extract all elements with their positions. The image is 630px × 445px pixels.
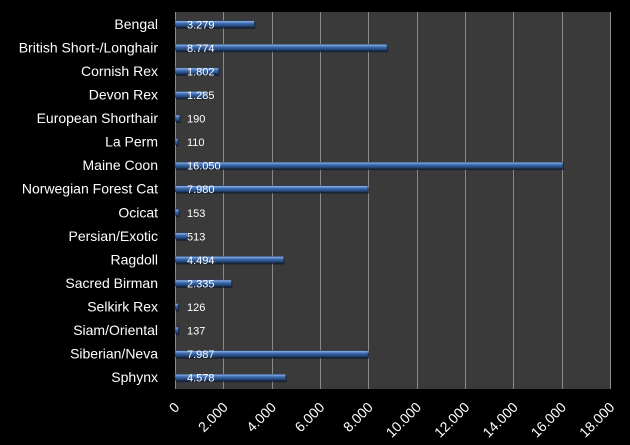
data-label: 137: [187, 326, 205, 338]
bar: [174, 232, 188, 240]
data-labels: 3.279 8.774 1.802 1.285 190 110 16.050 7.980 153…: [187, 19, 221, 384]
bar: [174, 303, 179, 310]
category-label: Sacred Birman: [65, 275, 158, 291]
bar: [174, 114, 180, 122]
category-label: British Short-/Longhair: [19, 39, 159, 55]
category-label: Norwegian Forest Cat: [22, 181, 158, 197]
category-label: Selkirk Rex: [87, 299, 158, 315]
data-label: 1.802: [187, 66, 215, 78]
data-label: 2.335: [187, 278, 215, 290]
x-tick-label: 14.000: [479, 399, 521, 440]
data-label: 7.987: [187, 349, 215, 361]
category-label: Ragdoll: [111, 251, 158, 267]
data-label: 16.050: [187, 161, 221, 173]
plot-area: [175, 12, 610, 389]
x-tick-label: 8.000: [340, 399, 376, 435]
bar: [174, 185, 369, 192]
x-tick-label: 16.000: [528, 399, 570, 440]
data-label: 190: [187, 114, 205, 126]
category-label: Sphynx: [111, 369, 158, 385]
data-label: 4.494: [187, 255, 215, 267]
bar: [174, 209, 179, 216]
bar: [174, 67, 219, 75]
x-tick-label: 2.000: [195, 399, 231, 435]
bar: [174, 326, 179, 334]
data-label: 3.279: [187, 19, 215, 31]
data-label: 7.980: [187, 184, 215, 196]
category-label: Persian/Exotic: [69, 228, 158, 244]
data-label: 126: [187, 302, 205, 314]
bar: [174, 138, 178, 145]
bar: [174, 20, 255, 28]
category-label: La Perm: [105, 134, 158, 150]
data-label: 513: [187, 231, 205, 243]
category-label: Bengal: [114, 16, 158, 32]
data-label: 1.285: [187, 90, 215, 102]
category-label: Ocicat: [118, 204, 158, 220]
x-tick-label: 10.000: [383, 399, 425, 440]
category-label: Cornish Rex: [81, 63, 158, 79]
x-tick-label: 18.000: [576, 399, 618, 440]
bar: [174, 91, 207, 98]
bar: [174, 44, 388, 51]
bar: [174, 373, 286, 381]
category-label: Maine Coon: [83, 157, 159, 173]
x-tick-label: 0: [166, 399, 183, 416]
bar: [174, 161, 564, 169]
category-label: Siberian/Neva: [70, 346, 158, 362]
category-labels: Bengal British Short-/Longhair Cornish Rex…: [19, 16, 159, 385]
bar: [174, 350, 369, 357]
bar: [174, 256, 284, 263]
category-label: Siam/Oriental: [73, 322, 158, 338]
x-tick-label: 4.000: [243, 399, 279, 435]
data-label: 4.578: [187, 373, 215, 385]
x-tick-label: 12.000: [431, 399, 473, 440]
bars: [174, 20, 564, 383]
data-label: 8.774: [187, 43, 215, 55]
x-axis-tick-labels: 0 2.000 4.000 6.000 8.000 10.000 12.000 14.000 1…: [166, 399, 618, 441]
data-label: 110: [187, 137, 205, 149]
gridlines: [175, 12, 611, 389]
data-label: 153: [187, 208, 205, 220]
bar: [174, 279, 232, 287]
category-label: Devon Rex: [89, 86, 158, 102]
x-tick-label: 6.000: [291, 399, 327, 435]
category-label: European Shorthair: [37, 110, 159, 126]
